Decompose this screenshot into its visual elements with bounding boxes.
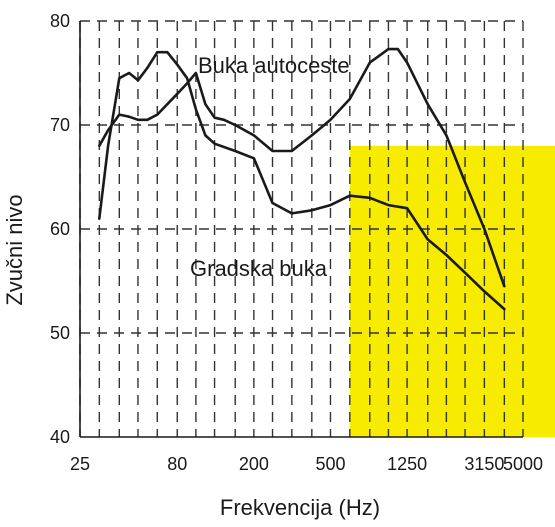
y-tick-label: 50 <box>50 323 70 343</box>
x-tick-label: 80 <box>167 454 187 474</box>
x-tick-label: 1250 <box>387 454 427 474</box>
y-tick-label: 70 <box>50 115 70 135</box>
y-tick-label: 40 <box>50 427 70 447</box>
x-tick-label: 200 <box>239 454 269 474</box>
x-tick-label: 25 <box>70 454 90 474</box>
y-axis-title: Zvučni nivo <box>2 194 27 305</box>
x-tick-label: 500 <box>315 454 345 474</box>
series-line-buka-autoceste <box>98 47 506 288</box>
x-axis-title: Frekvencija (Hz) <box>220 495 380 520</box>
series-line-gradska-buka <box>98 50 506 311</box>
x-tick-label: 5000 <box>503 454 543 474</box>
y-tick-label: 80 <box>50 11 70 31</box>
x-tick-label: 3150 <box>464 454 504 474</box>
highlight-region <box>349 145 555 438</box>
annotation-buka-autoceste: Buka autoceste <box>198 53 350 78</box>
y-tick-label: 60 <box>50 219 70 239</box>
annotation-gradska-buka: Gradska buka <box>190 256 328 281</box>
